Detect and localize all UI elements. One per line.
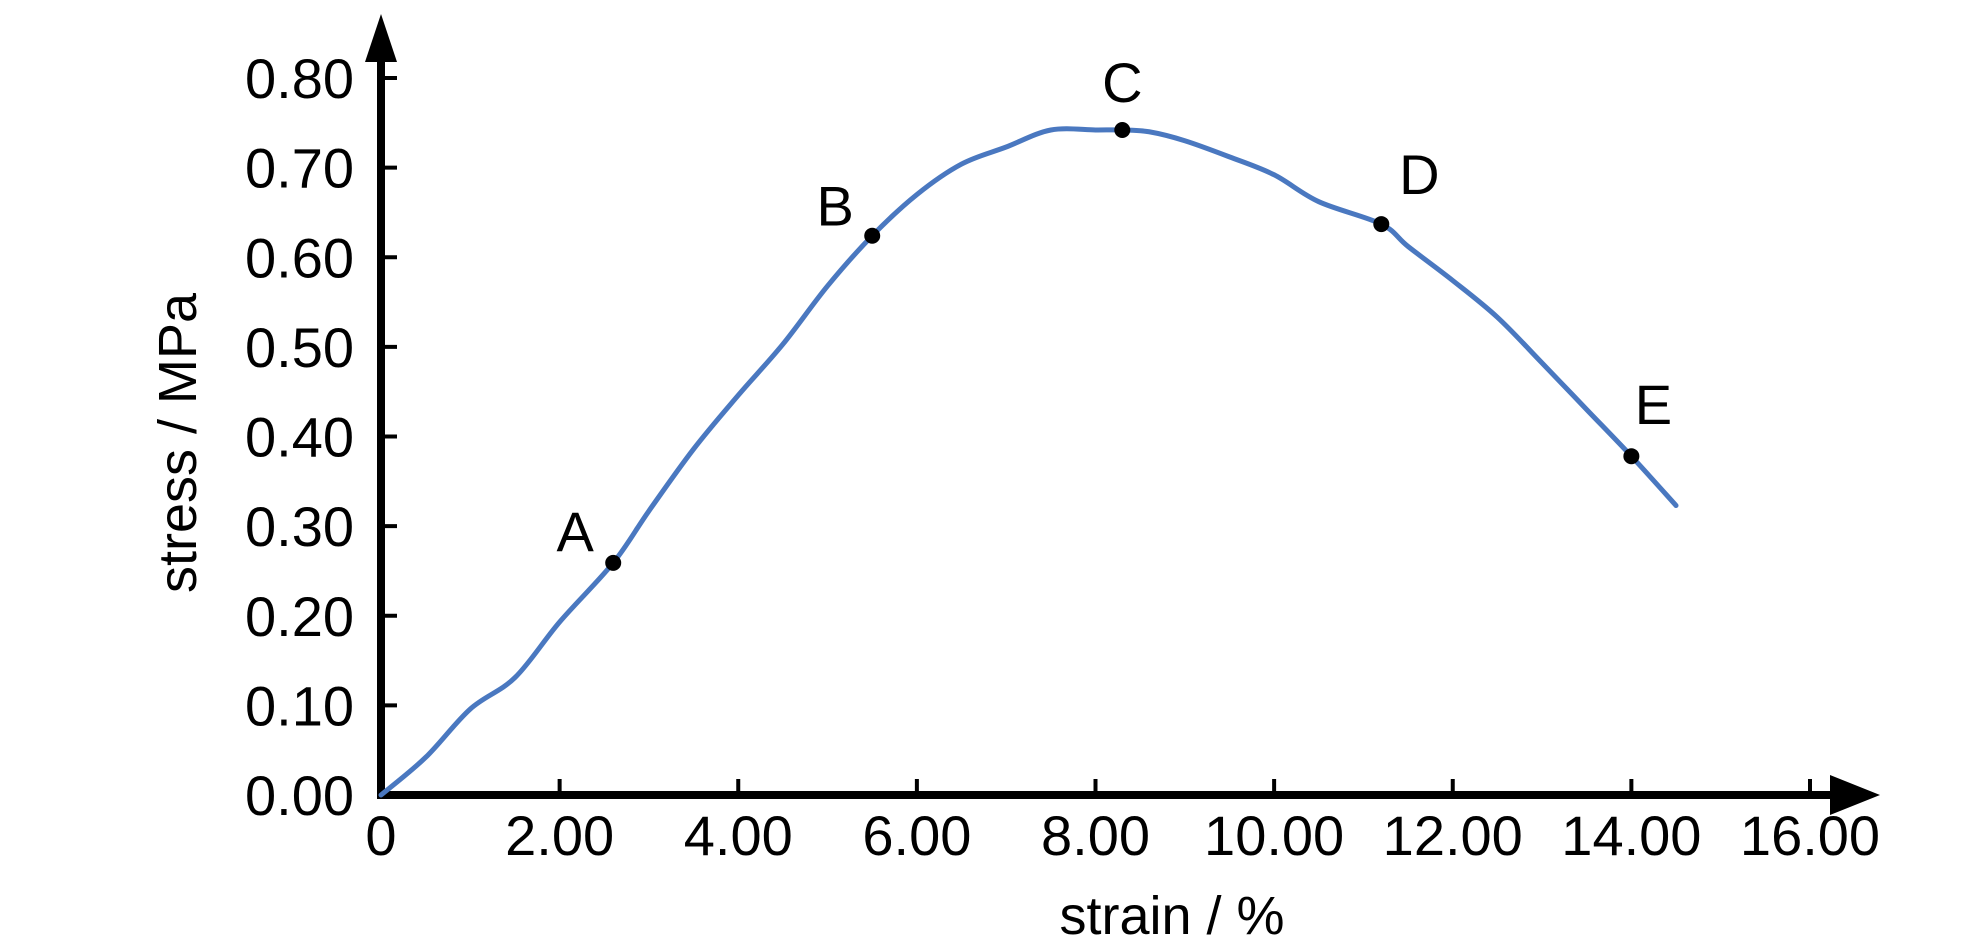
point-marker-d [1373, 216, 1390, 233]
y-tick-label: 0.60 [245, 226, 354, 289]
y-tick-label: 0.20 [245, 585, 354, 648]
point-marker-c [1114, 121, 1131, 138]
y-tick-label: 0.70 [245, 137, 354, 200]
y-tick-label: 0.30 [245, 495, 354, 558]
labeled-points: A B C D E [557, 51, 1672, 571]
axes [365, 14, 1880, 815]
x-tick-label: 4.00 [684, 804, 793, 867]
x-axis-arrowhead [1830, 775, 1880, 815]
point-label-e: E [1635, 373, 1672, 436]
y-axis-ticks: 0.00 0.10 0.20 0.30 0.40 0.50 0.60 0.70 0.80 [245, 47, 397, 827]
x-tick-label: 14.00 [1561, 804, 1701, 867]
y-tick-label: 0.40 [245, 406, 354, 469]
x-tick-label: 2.00 [505, 804, 614, 867]
x-axis-title: strain / % [1059, 886, 1284, 945]
y-axis-arrowhead [365, 14, 397, 62]
y-tick-label: 0.50 [245, 316, 354, 379]
x-tick-label: 16.00 [1740, 804, 1880, 867]
x-tick-label: 6.00 [862, 804, 971, 867]
point-label-c: C [1102, 51, 1142, 114]
series-line [378, 126, 1679, 798]
x-tick-label: 12.00 [1383, 804, 1523, 867]
point-marker-b [864, 227, 881, 244]
series-layer [378, 126, 1679, 798]
y-tick-label: 0.80 [245, 47, 354, 110]
y-tick-label: 0.00 [245, 764, 354, 827]
x-tick-label: 10.00 [1204, 804, 1344, 867]
point-label-d: D [1399, 143, 1439, 206]
x-tick-label: 8.00 [1041, 804, 1150, 867]
point-marker-a [605, 554, 622, 571]
y-axis-title: stress / MPa [148, 292, 208, 593]
point-label-a: A [557, 500, 595, 563]
x-axis-ticks: 0 2.00 4.00 6.00 8.00 10.00 12.00 14.00 16.00 [365, 779, 1880, 867]
point-marker-e [1623, 448, 1640, 465]
point-label-b: B [817, 175, 854, 238]
y-tick-label: 0.10 [245, 674, 354, 737]
x-tick-label: 0 [365, 804, 396, 867]
